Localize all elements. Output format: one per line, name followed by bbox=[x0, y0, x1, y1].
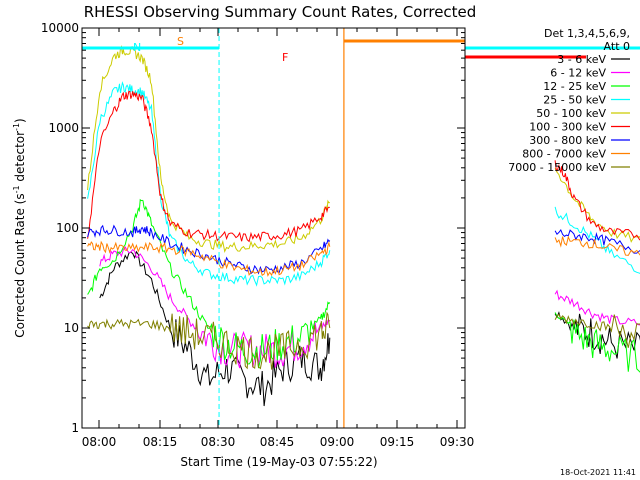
legend-label-5: 50 - 100 keV bbox=[536, 107, 606, 120]
x-tick-label: 09:30 bbox=[440, 435, 475, 449]
x-tick-label: 08:45 bbox=[260, 435, 295, 449]
series-line-9-segA bbox=[87, 311, 331, 370]
series-line-7-segA bbox=[87, 224, 331, 275]
series-line-4-segA bbox=[87, 81, 331, 287]
series-line-2-segA bbox=[99, 246, 331, 369]
legend-label-9: 7000 - 15000 keV bbox=[508, 161, 606, 174]
y-tick-label: 1000 bbox=[48, 121, 79, 135]
series-line-1-segB bbox=[554, 311, 640, 359]
series-line-9-segB bbox=[554, 313, 640, 348]
y-tick-label: 100 bbox=[56, 221, 79, 235]
y-tick-label: 10000 bbox=[41, 21, 79, 35]
legend-label-6: 100 - 300 keV bbox=[529, 121, 606, 134]
series-line-6-segB bbox=[554, 160, 640, 241]
legend-label-4: 25 - 50 keV bbox=[543, 94, 606, 107]
series-line-5-segA bbox=[87, 45, 330, 253]
series-line-7-segB bbox=[554, 229, 640, 254]
y-axis-label: Corrected Count Rate (s-1 detector-1) bbox=[12, 118, 27, 337]
marker-label-s: S bbox=[177, 35, 184, 48]
series-line-6-segA bbox=[87, 90, 331, 243]
legend-label-7: 300 - 800 keV bbox=[529, 134, 606, 147]
x-tick-label: 08:30 bbox=[201, 435, 236, 449]
x-tick-label: 09:15 bbox=[380, 435, 415, 449]
timestamp: 18-Oct-2021 11:41 bbox=[560, 468, 636, 477]
x-tick-label: 08:00 bbox=[82, 435, 117, 449]
legend-label-2: 6 - 12 keV bbox=[550, 67, 606, 80]
series-line-3-segB bbox=[554, 312, 640, 373]
legend-label-1: 3 - 6 keV bbox=[557, 53, 606, 66]
x-axis-label: Start Time (19-May-03 07:55:22) bbox=[180, 455, 377, 469]
y-tick-label: 10 bbox=[64, 321, 79, 335]
legend-header-2: Att 0 bbox=[604, 40, 630, 53]
axes: 1 10 100 1000 10000 08:00 08:15 08:30 08:45 09:00… bbox=[41, 21, 474, 449]
series-line-8-segA bbox=[87, 240, 331, 277]
marker-label-n: N bbox=[133, 41, 141, 54]
series-line-2-segB bbox=[554, 289, 640, 326]
x-tick-label: 09:00 bbox=[320, 435, 355, 449]
legend-label-8: 800 - 7000 keV bbox=[522, 148, 606, 161]
plot-area: N S F bbox=[82, 28, 640, 428]
series-line-3-segA bbox=[87, 198, 331, 369]
legend-label-3: 12 - 25 keV bbox=[543, 80, 606, 93]
y-tick-label: 1 bbox=[71, 421, 79, 435]
series-line-8-segB bbox=[554, 235, 640, 256]
legend-header-1: Det 1,3,4,5,6,9, bbox=[544, 27, 630, 40]
marker-label-f: F bbox=[282, 51, 288, 64]
chart-title: RHESSI Observing Summary Count Rates, Co… bbox=[84, 3, 477, 21]
x-tick-label: 08:15 bbox=[143, 435, 178, 449]
